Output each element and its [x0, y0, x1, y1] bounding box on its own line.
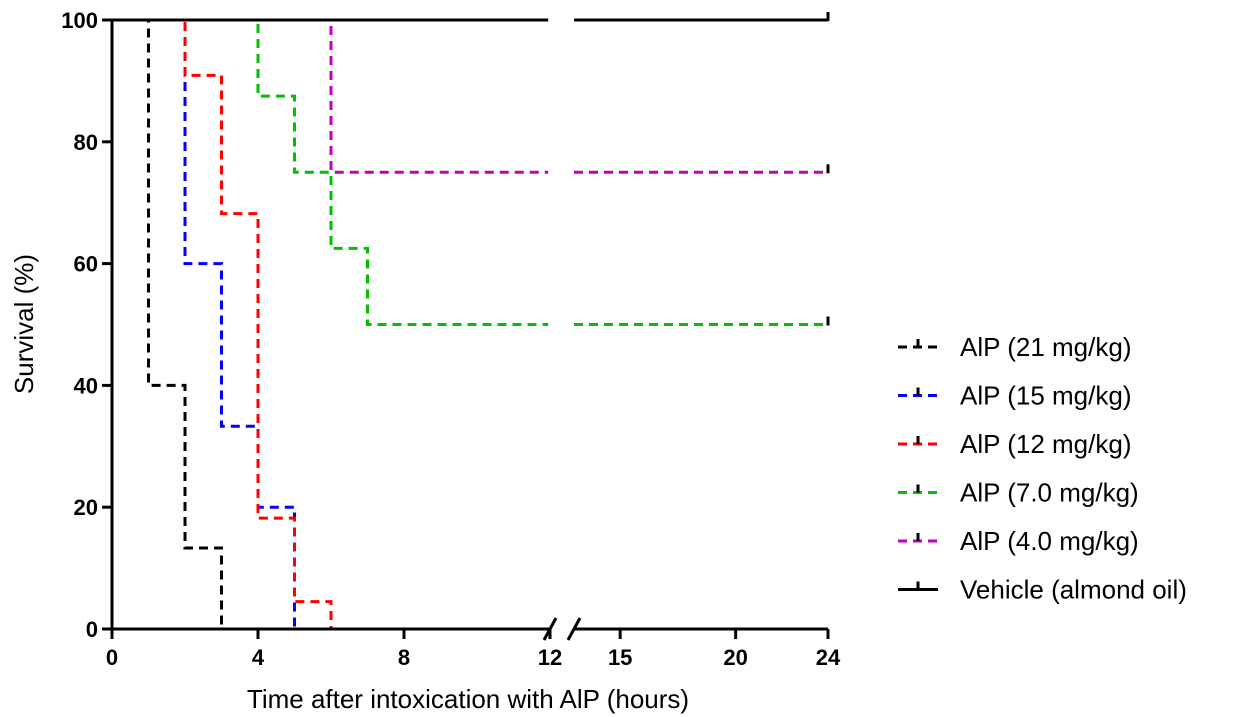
y-tick-label: 20 — [74, 495, 98, 520]
y-tick-label: 0 — [86, 617, 98, 642]
series-alp-7-0-mg-kg — [112, 18, 830, 326]
legend-label: AlP (4.0 mg/kg) — [960, 526, 1139, 556]
legend-item-alp-4-0-mg-kg: AlP (4.0 mg/kg) — [898, 526, 1139, 556]
series-line — [112, 18, 549, 326]
x-axis-title: Time after intoxication with AlP (hours) — [247, 684, 689, 714]
series-alp-12-mg-kg — [112, 18, 333, 629]
axis-break-mark-right — [566, 617, 582, 641]
legend-item-alp-7-0-mg-kg: AlP (7.0 mg/kg) — [898, 478, 1139, 508]
series-alp-15-mg-kg — [112, 18, 296, 629]
series-line — [112, 18, 333, 629]
y-tick-label: 80 — [74, 130, 98, 155]
y-ticks: 0 20 40 60 80 100 — [61, 8, 112, 642]
legend-label: AlP (7.0 mg/kg) — [960, 478, 1139, 508]
legend-label: AlP (12 mg/kg) — [960, 429, 1131, 459]
plot-lines — [112, 12, 830, 629]
legend-item-vehicle-almond-oil: Vehicle (almond oil) — [898, 575, 1187, 605]
legend: AlP (21 mg/kg) AlP (15 mg/kg) AlP (12 mg/k… — [898, 332, 1187, 605]
x-tick-label: 4 — [252, 645, 265, 670]
y-tick-label: 40 — [74, 373, 98, 398]
series-vehicle-almond-oil — [112, 12, 830, 22]
x-ticks: 0 4 8 12 15 20 24 — [106, 629, 841, 670]
series-alp-4-0-mg-kg — [112, 18, 830, 174]
y-tick-label: 60 — [74, 252, 98, 277]
x-tick-label: 0 — [106, 645, 118, 670]
series-alp-21-mg-kg — [112, 18, 223, 629]
y-tick-label: 100 — [61, 8, 98, 33]
legend-label: AlP (15 mg/kg) — [960, 381, 1131, 411]
series-line — [112, 18, 549, 174]
x-tick-label: 24 — [816, 645, 841, 670]
legend-label: AlP (21 mg/kg) — [960, 332, 1131, 362]
x-tick-label: 12 — [538, 645, 562, 670]
x-tick-label: 20 — [723, 645, 747, 670]
y-axis-title: Survival (%) — [9, 254, 39, 394]
axes — [110, 20, 828, 641]
legend-item-alp-12-mg-kg: AlP (12 mg/kg) — [898, 429, 1131, 459]
legend-item-alp-15-mg-kg: AlP (15 mg/kg) — [898, 381, 1131, 411]
series-line — [112, 18, 223, 629]
legend-label: Vehicle (almond oil) — [960, 575, 1187, 605]
legend-item-alp-21-mg-kg: AlP (21 mg/kg) — [898, 332, 1131, 362]
x-tick-label: 8 — [398, 645, 410, 670]
series-line — [112, 18, 296, 629]
x-tick-label: 15 — [608, 645, 632, 670]
